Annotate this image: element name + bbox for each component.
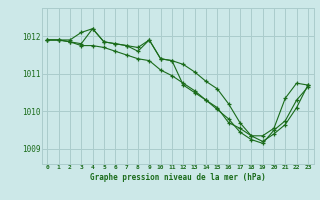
X-axis label: Graphe pression niveau de la mer (hPa): Graphe pression niveau de la mer (hPa) [90, 173, 266, 182]
